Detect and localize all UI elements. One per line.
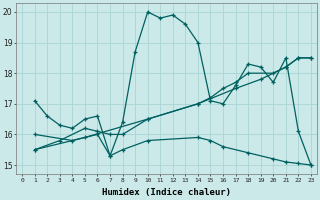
X-axis label: Humidex (Indice chaleur): Humidex (Indice chaleur) — [102, 188, 231, 197]
